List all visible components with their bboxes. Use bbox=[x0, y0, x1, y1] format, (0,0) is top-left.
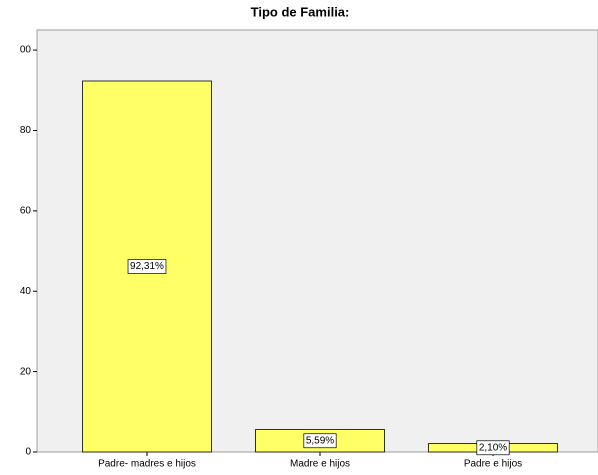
y-tick-label: 80 bbox=[20, 125, 32, 136]
x-tick-label: Madre e hijos bbox=[290, 459, 350, 470]
value-label-box bbox=[303, 433, 337, 449]
y-tick-label: 20 bbox=[20, 366, 32, 377]
x-tick-label: Padre- madres e hijos bbox=[98, 459, 196, 470]
y-tick-label: 60 bbox=[20, 205, 32, 216]
value-label: 2,10% bbox=[479, 442, 507, 453]
x-tick-label: Padre e hijos bbox=[464, 459, 522, 470]
chart-title: Tipo de Familia: bbox=[251, 4, 350, 19]
value-label: 5,59% bbox=[306, 435, 334, 446]
value-label-box bbox=[127, 259, 167, 274]
y-tick-label: 0 bbox=[25, 447, 31, 458]
y-tick-label: 40 bbox=[20, 286, 32, 297]
y-tick-label: 00 bbox=[20, 45, 32, 56]
value-label-box bbox=[476, 440, 510, 456]
value-label: 92,31% bbox=[130, 261, 164, 272]
